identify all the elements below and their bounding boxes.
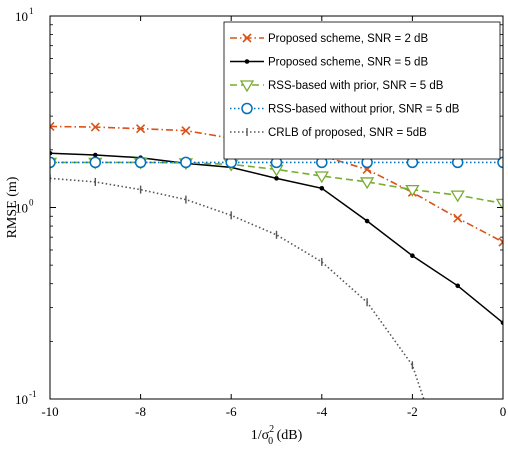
data-point	[50, 121, 55, 132]
y-tick-exponent: 1	[29, 6, 34, 16]
y-tick-exponent: -1	[29, 389, 37, 399]
data-point	[410, 253, 415, 259]
data-point	[180, 156, 192, 169]
data-point	[319, 185, 325, 191]
x-axis-label-unit: (dB)	[273, 428, 303, 443]
x-tick-label: -4	[316, 404, 327, 419]
legend-label: Proposed scheme, SNR = 5 dB	[268, 57, 428, 69]
data-point	[495, 198, 503, 211]
legend-label: Proposed scheme, SNR = 2 dB	[268, 33, 428, 45]
data-point	[455, 283, 461, 289]
y-tick-label: 10	[15, 9, 28, 24]
legend-marker	[242, 33, 252, 43]
data-point	[405, 184, 420, 197]
data-point	[134, 156, 147, 169]
x-tick-label: -6	[226, 404, 237, 419]
data-point	[90, 122, 100, 132]
legend-label: RSS-based with prior, SNR = 5 dB	[268, 80, 444, 92]
x-axis-label-superscript: 2	[269, 424, 274, 435]
data-point	[50, 150, 53, 156]
legend-marker	[241, 102, 253, 115]
y-tick-exponent: 0	[29, 198, 34, 208]
legend-marker	[239, 80, 255, 93]
data-point	[453, 213, 463, 223]
y-tick-label: 10	[15, 201, 28, 216]
data-point	[93, 152, 98, 158]
series-line	[50, 177, 425, 399]
legend-marker	[244, 59, 250, 64]
data-point	[89, 156, 102, 169]
data-point	[359, 177, 375, 190]
x-axis-label-main: 1/σ	[251, 428, 270, 443]
legend-label: RSS-based without prior, SNR = 5 dB	[268, 104, 460, 116]
data-point	[497, 156, 503, 169]
data-point	[181, 126, 191, 136]
data-point	[50, 156, 56, 169]
data-point	[450, 190, 465, 203]
x-tick-label: -2	[407, 404, 418, 419]
legend: Proposed scheme, SNR = 2 dB Proposed sche…	[223, 21, 501, 160]
data-point	[314, 171, 329, 184]
legend-box	[223, 21, 501, 160]
data-point	[500, 320, 503, 326]
series-3	[50, 156, 503, 169]
x-tick-label: -10	[41, 404, 58, 419]
data-point	[136, 124, 146, 134]
y-axis-label: RMSE (m)	[5, 176, 20, 238]
series-4	[50, 174, 425, 399]
data-point	[274, 176, 279, 181]
x-tick-label: -8	[135, 404, 146, 419]
data-point	[498, 237, 503, 247]
y-tick-label: 10	[15, 392, 28, 407]
x-axis-label-subscript: 0	[268, 436, 273, 447]
data-point	[364, 218, 370, 224]
legend-label: CRLB of proposed, SNR = 5dB	[268, 127, 427, 139]
x-axis-label: 1/σ2 0 (dB)	[251, 424, 303, 447]
x-tick-label: 0	[500, 404, 507, 419]
